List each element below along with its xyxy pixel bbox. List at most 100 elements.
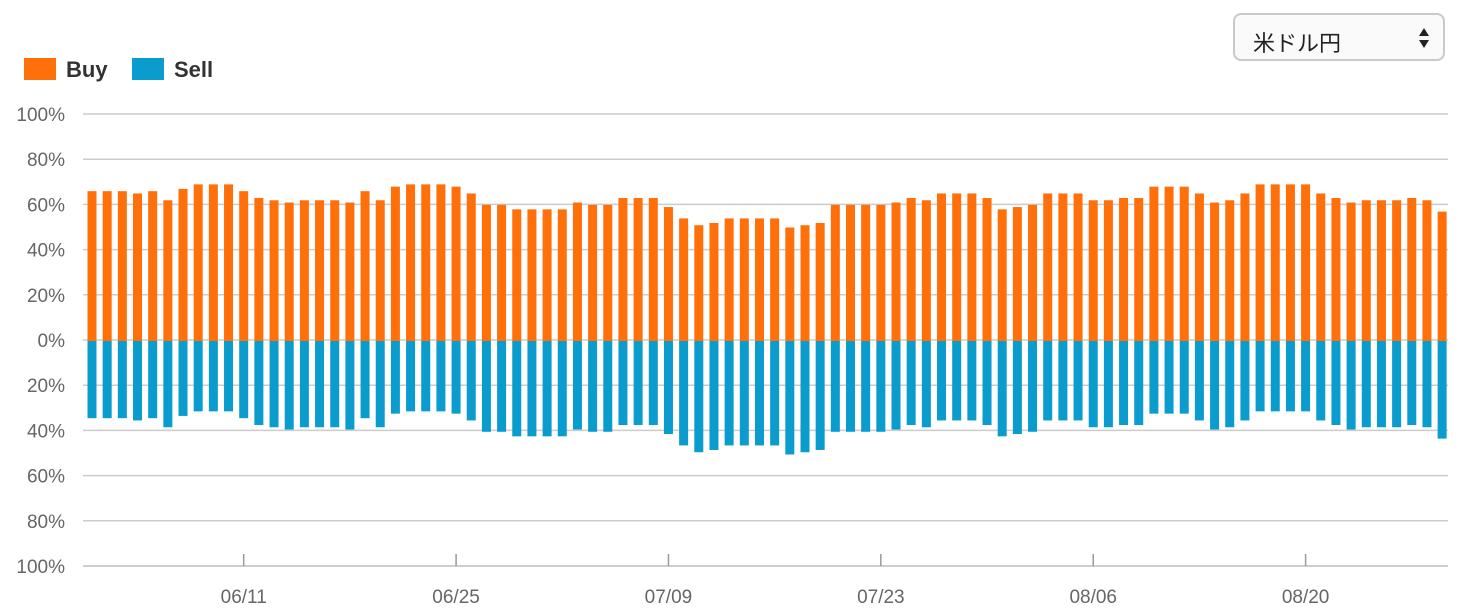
buy-bar[interactable] [451, 186, 461, 341]
sell-bar[interactable] [1361, 341, 1371, 428]
sell-bar[interactable] [1240, 341, 1250, 421]
buy-bar[interactable] [1331, 197, 1341, 341]
buy-bar[interactable] [754, 218, 764, 341]
buy-bar[interactable] [557, 209, 567, 341]
sell-bar[interactable] [967, 341, 977, 421]
sell-bar[interactable] [1346, 341, 1356, 430]
sell-bar[interactable] [1012, 341, 1022, 435]
sell-bar[interactable] [1376, 341, 1386, 428]
buy-bar[interactable] [1119, 197, 1129, 341]
sell-bar[interactable] [1179, 341, 1189, 414]
buy-bar[interactable] [269, 200, 279, 341]
sell-bar[interactable] [1225, 341, 1235, 428]
buy-bar[interactable] [846, 204, 855, 341]
sell-bar[interactable] [330, 341, 340, 428]
sell-bar[interactable] [299, 341, 309, 428]
buy-bar[interactable] [421, 184, 431, 341]
buy-bar[interactable] [436, 184, 446, 341]
buy-bar[interactable] [1285, 184, 1295, 341]
sell-bar[interactable] [921, 341, 931, 428]
sell-bar[interactable] [497, 341, 507, 432]
buy-bar[interactable] [193, 184, 203, 341]
buy-bar[interactable] [830, 204, 840, 341]
sell-bar[interactable] [375, 341, 385, 428]
sell-bar[interactable] [861, 341, 871, 432]
buy-bar[interactable] [1346, 202, 1356, 341]
buy-bar[interactable] [967, 193, 977, 341]
buy-bar[interactable] [133, 193, 143, 341]
buy-bar[interactable] [360, 191, 370, 341]
sell-bar[interactable] [421, 341, 431, 412]
buy-bar[interactable] [117, 191, 127, 341]
sell-bar[interactable] [208, 341, 218, 412]
buy-bar[interactable] [1255, 184, 1265, 341]
sell-bar[interactable] [239, 341, 249, 419]
buy-bar[interactable] [921, 200, 931, 341]
buy-bar[interactable] [481, 204, 491, 341]
buy-bar[interactable] [1422, 200, 1432, 341]
buy-bar[interactable] [982, 197, 992, 341]
sell-bar[interactable] [1437, 341, 1447, 439]
sell-bar[interactable] [1392, 341, 1402, 428]
sell-bar[interactable] [982, 341, 992, 425]
sell-bar[interactable] [770, 341, 780, 446]
buy-bar[interactable] [648, 197, 658, 341]
buy-bar[interactable] [952, 193, 962, 341]
buy-bar[interactable] [315, 200, 325, 341]
buy-bar[interactable] [1073, 193, 1083, 341]
sell-bar[interactable] [754, 341, 764, 446]
sell-bar[interactable] [178, 341, 188, 416]
sell-bar[interactable] [254, 341, 264, 425]
sell-bar[interactable] [1073, 341, 1083, 421]
sell-bar[interactable] [830, 341, 840, 432]
buy-bar[interactable] [1361, 200, 1371, 341]
sell-bar[interactable] [572, 341, 582, 430]
buy-bar[interactable] [663, 207, 673, 341]
sell-bar[interactable] [1331, 341, 1341, 425]
buy-bar[interactable] [345, 202, 355, 341]
sell-bar[interactable] [1103, 341, 1113, 428]
buy-bar[interactable] [466, 193, 476, 341]
sell-bar[interactable] [906, 341, 916, 425]
sell-bar[interactable] [679, 341, 689, 446]
buy-bar[interactable] [618, 197, 628, 341]
buy-bar[interactable] [542, 209, 552, 341]
buy-bar[interactable] [375, 200, 385, 341]
sell-bar[interactable] [785, 341, 795, 455]
sell-bar[interactable] [1316, 341, 1326, 421]
buy-bar[interactable] [284, 202, 294, 341]
sell-bar[interactable] [846, 341, 855, 432]
buy-bar[interactable] [239, 191, 249, 341]
sell-bar[interactable] [1028, 341, 1038, 432]
buy-bar[interactable] [1149, 186, 1159, 341]
sell-bar[interactable] [193, 341, 203, 412]
buy-bar[interactable] [102, 191, 112, 341]
sell-bar[interactable] [315, 341, 325, 428]
buy-bar[interactable] [163, 200, 173, 341]
sell-bar[interactable] [876, 341, 886, 432]
sell-bar[interactable] [891, 341, 901, 430]
buy-bar[interactable] [861, 204, 871, 341]
sell-bar[interactable] [360, 341, 370, 419]
buy-bar[interactable] [603, 204, 613, 341]
sell-bar[interactable] [148, 341, 158, 419]
buy-bar[interactable] [1210, 202, 1220, 341]
sell-bar[interactable] [1043, 341, 1053, 421]
buy-bar[interactable] [1437, 211, 1447, 341]
buy-bar[interactable] [1164, 186, 1174, 341]
buy-bar[interactable] [694, 225, 704, 341]
sell-bar[interactable] [1255, 341, 1265, 412]
sell-bar[interactable] [1301, 341, 1311, 412]
buy-bar[interactable] [1407, 197, 1417, 341]
buy-bar[interactable] [1179, 186, 1189, 341]
buy-bar[interactable] [1301, 184, 1311, 341]
sell-bar[interactable] [269, 341, 279, 428]
buy-bar[interactable] [572, 202, 582, 341]
sell-bar[interactable] [1164, 341, 1174, 414]
sell-bar[interactable] [436, 341, 446, 412]
sell-bar[interactable] [724, 341, 734, 446]
sell-bar[interactable] [557, 341, 567, 437]
buy-bar[interactable] [299, 200, 309, 341]
sell-bar[interactable] [224, 341, 234, 412]
sell-bar[interactable] [1210, 341, 1220, 430]
